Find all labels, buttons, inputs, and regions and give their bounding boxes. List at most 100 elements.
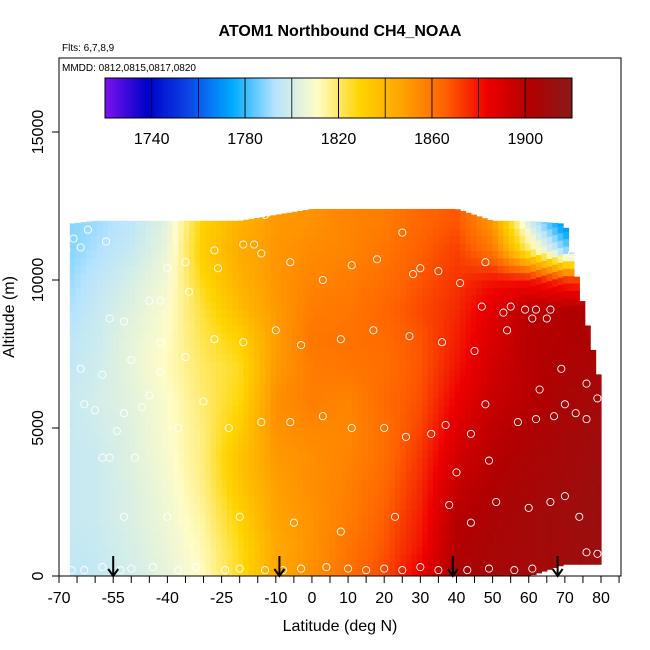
heatmap-cell	[432, 405, 439, 414]
heatmap-cell	[183, 539, 190, 547]
heatmap-cell	[573, 475, 580, 484]
heatmap-cell	[237, 265, 244, 274]
heatmap-cell	[302, 398, 309, 407]
heatmap-cell	[86, 287, 93, 296]
heatmap-cell	[498, 524, 505, 533]
heatmap-cell	[378, 413, 385, 422]
heatmap-cell	[91, 243, 98, 251]
heatmap-cell	[172, 220, 179, 229]
heatmap-cell	[264, 243, 271, 251]
heatmap-cell	[259, 287, 266, 296]
heatmap-cell	[389, 553, 396, 562]
heatmap-cell	[232, 383, 239, 392]
heatmap-cell	[530, 470, 537, 479]
heatmap-cell	[102, 398, 109, 407]
heatmap-cell	[449, 208, 456, 214]
heatmap-cell	[411, 442, 418, 451]
heatmap-cell	[541, 400, 548, 409]
heatmap-cell	[411, 553, 418, 562]
heatmap-cell	[530, 345, 537, 354]
heatmap-cell	[395, 265, 402, 274]
heatmap-cell	[519, 398, 526, 407]
heatmap-cell	[367, 398, 374, 407]
heatmap-cell	[129, 324, 136, 333]
heatmap-cell	[405, 487, 412, 496]
heatmap-cell	[302, 309, 309, 318]
heatmap-cell	[91, 250, 98, 259]
observation-point	[560, 492, 569, 501]
heatmap-cell	[91, 502, 98, 510]
heatmap-cell	[167, 383, 174, 392]
heatmap-cell	[552, 315, 559, 324]
heatmap-cell	[373, 272, 380, 281]
heatmap-cell	[443, 257, 450, 266]
heatmap-cell	[183, 428, 190, 436]
heatmap-cell	[107, 391, 114, 399]
heatmap-cell	[546, 465, 553, 474]
heatmap-cell	[519, 287, 526, 296]
heatmap-cell	[330, 324, 337, 333]
heatmap-cell	[563, 275, 570, 284]
heatmap-cell	[443, 272, 450, 281]
heatmap-cell	[351, 457, 358, 466]
heatmap-cell	[113, 442, 120, 451]
heatmap-cell	[514, 354, 521, 362]
heatmap-cell	[319, 546, 326, 555]
heatmap-cell	[503, 346, 510, 355]
heatmap-cell	[210, 405, 217, 414]
colorbar-segment	[368, 78, 372, 118]
heatmap-cell	[199, 376, 206, 385]
heatmap-cell	[118, 509, 125, 518]
heatmap-cell	[264, 309, 271, 318]
heatmap-cell	[573, 342, 580, 351]
heatmap-cell	[264, 280, 271, 288]
heatmap-cell	[324, 420, 331, 429]
heatmap-cell	[156, 250, 163, 259]
heatmap-cell	[264, 428, 271, 436]
heatmap-cell	[302, 220, 309, 229]
heatmap-cell	[118, 324, 125, 333]
heatmap-cell	[161, 265, 168, 274]
heatmap-cell	[476, 405, 483, 414]
heatmap-cell	[557, 528, 564, 537]
heatmap-cell	[221, 383, 228, 392]
heatmap-cell	[411, 339, 418, 348]
heatmap-cell	[183, 324, 190, 333]
heatmap-cell	[400, 361, 407, 370]
heatmap-cell	[351, 472, 358, 481]
heatmap-cell	[389, 265, 396, 274]
heatmap-cell	[373, 435, 380, 444]
observation-point	[318, 275, 327, 285]
heatmap-cell	[189, 287, 196, 296]
heatmap-cell	[205, 265, 212, 274]
heatmap-cell	[476, 413, 483, 422]
heatmap-cell	[319, 516, 326, 525]
heatmap-cell	[254, 428, 261, 436]
heatmap-cell	[508, 553, 515, 562]
heatmap-cell	[346, 361, 353, 370]
heatmap-cell	[373, 376, 380, 385]
heatmap-cell	[275, 398, 282, 407]
heatmap-cell	[573, 519, 580, 528]
heatmap-cell	[438, 361, 445, 370]
heatmap-cell	[308, 376, 315, 385]
heatmap-cell	[557, 558, 564, 567]
heatmap-cell	[275, 531, 282, 540]
heatmap-cell	[395, 405, 402, 414]
heatmap-cell	[487, 450, 494, 459]
heatmap-cell	[346, 509, 353, 518]
heatmap-cell	[449, 376, 456, 385]
heatmap-cell	[210, 457, 217, 466]
heatmap-cell	[210, 220, 217, 229]
heatmap-cell	[113, 243, 120, 251]
colorbar-segment	[119, 78, 122, 118]
heatmap-cell	[470, 354, 477, 362]
heatmap-cell	[183, 317, 190, 325]
heatmap-cell	[189, 376, 196, 385]
heatmap-cell	[167, 243, 174, 251]
heatmap-cell	[449, 405, 456, 414]
heatmap-cell	[508, 361, 515, 370]
heatmap-cell	[161, 243, 168, 251]
heatmap-cell	[140, 531, 147, 540]
heatmap-cell	[292, 228, 299, 237]
